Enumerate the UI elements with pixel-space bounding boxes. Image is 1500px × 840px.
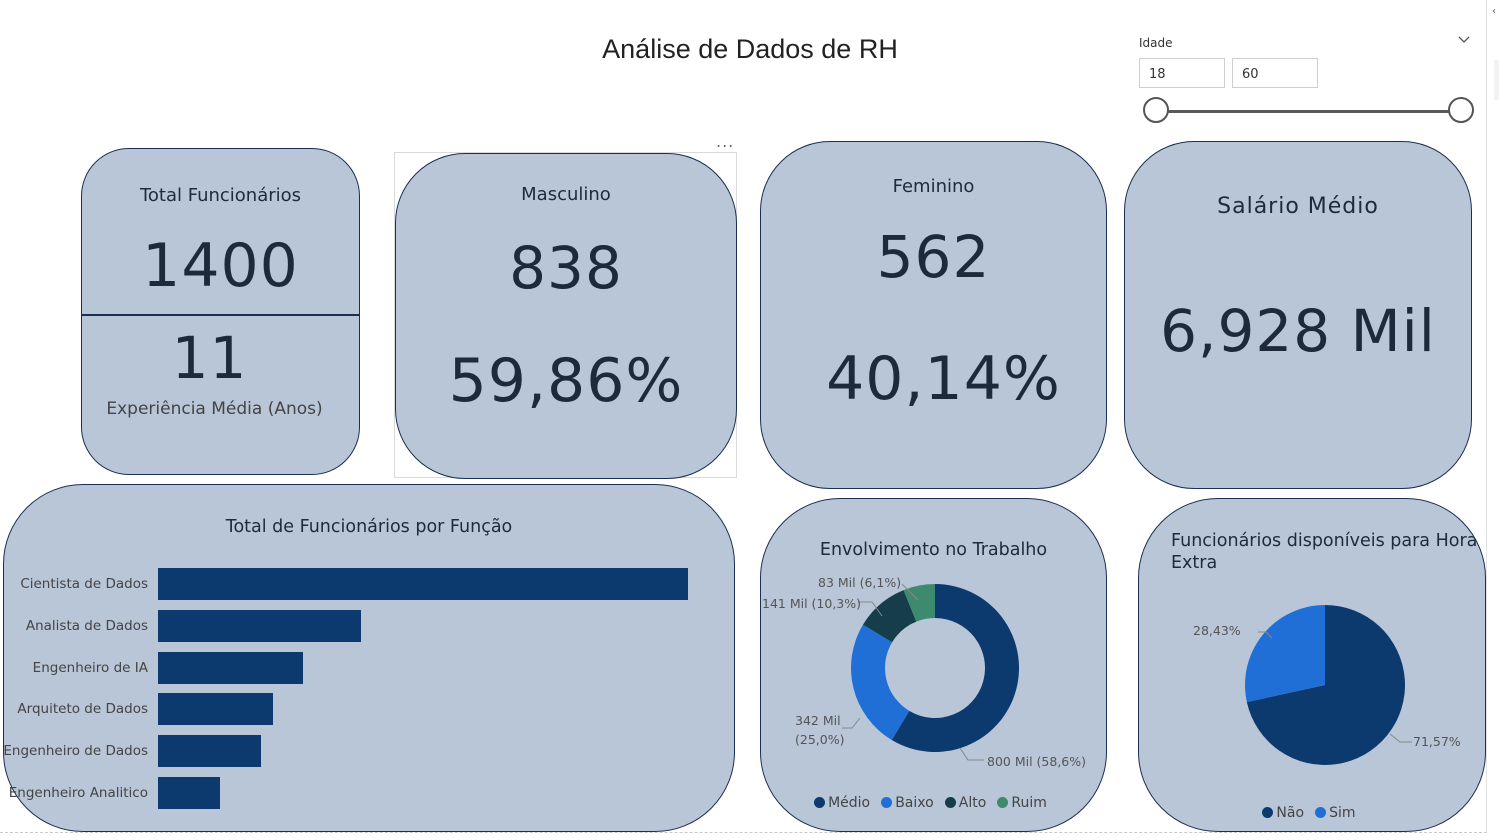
slicer-title: Idade <box>1139 36 1173 50</box>
legend-item[interactable]: Médio <box>814 795 870 811</box>
male-percent: 59,86% <box>448 346 684 416</box>
total-employees-value: 1400 <box>142 231 299 301</box>
age-max-input[interactable]: 60 <box>1232 58 1318 88</box>
bar[interactable] <box>158 777 220 809</box>
data-label: 83 Mil (6,1%) <box>818 575 902 590</box>
legend-label: Alto <box>958 794 987 811</box>
role-bar-chart-card[interactable]: Total de Funcionários por Função <box>3 484 735 832</box>
card-divider <box>82 314 359 316</box>
avg-experience-value: 11 <box>171 324 248 392</box>
legend-dot <box>944 797 956 808</box>
leader-line <box>901 583 919 601</box>
total-employees-card[interactable]: Total Funcionários 1400 11 Experiência M… <box>81 148 360 475</box>
bar[interactable] <box>158 609 361 642</box>
chart-legend: Médio Baixo Alto Ruim <box>761 793 1106 812</box>
legend-label: Baixo <box>895 794 934 811</box>
legend-dot <box>1262 807 1274 818</box>
legend-item[interactable]: Sim <box>1315 804 1356 821</box>
bar-category-label: Arquiteto de Dados <box>17 701 148 718</box>
salary-value: 6,928 Mil <box>1160 297 1436 365</box>
bar[interactable] <box>158 735 261 768</box>
legend-label: Não <box>1276 804 1305 821</box>
chart-title: Envolvimento no Trabalho <box>819 540 1048 560</box>
male-label: Masculino <box>521 184 611 205</box>
female-card[interactable]: Feminino 562 40,14% <box>760 141 1107 489</box>
bar-category-label: Cientista de Dados <box>20 576 148 592</box>
chevron-down-icon[interactable] <box>1458 34 1470 48</box>
legend-dot <box>881 797 893 808</box>
legend-dot <box>1315 807 1327 818</box>
page-title: Análise de Dados de RH <box>602 34 898 64</box>
age-slider-max-handle[interactable] <box>1448 97 1474 123</box>
salary-label: Salário Médio <box>1217 194 1379 219</box>
leader-line <box>1389 733 1412 743</box>
chart-legend: Não Sim <box>1139 803 1485 822</box>
data-label: 28,43% <box>1193 623 1241 638</box>
legend-item[interactable]: Baixo <box>881 795 934 811</box>
legend-item[interactable]: Alto <box>944 794 987 811</box>
pie-slice[interactable] <box>1246 605 1405 765</box>
avg-experience-label: Experiência Média (Anos) <box>106 399 323 419</box>
female-label: Feminino <box>892 176 975 197</box>
leader-line <box>959 747 984 761</box>
female-percent: 40,14% <box>826 344 1061 414</box>
bar[interactable] <box>158 651 303 684</box>
bar[interactable] <box>158 568 688 600</box>
bar-category-label: Engenheiro de Dados <box>3 743 148 760</box>
bar-category-label: Engenheiro Analitico <box>8 785 148 801</box>
chart-title: Total de Funcionários por Função <box>225 517 513 537</box>
age-slider-track[interactable] <box>1157 110 1461 113</box>
pie-slice[interactable] <box>891 584 1019 752</box>
more-options-icon[interactable]: ... <box>716 132 735 151</box>
data-label: 141 Mil (10,3%) <box>762 596 861 611</box>
pie-slice[interactable] <box>851 624 910 741</box>
engagement-card[interactable]: Envolvimento no Trabalho Médio Baixo Alt… <box>760 498 1107 832</box>
age-min-input[interactable]: 18 <box>1139 58 1225 88</box>
engagement-donut-chart <box>842 583 1019 761</box>
data-label: 71,57% <box>1413 734 1461 749</box>
legend-dot <box>814 797 826 808</box>
pie-slice[interactable] <box>862 590 917 643</box>
legend-label: Médio <box>828 794 871 811</box>
leader-line <box>858 601 883 617</box>
filters-pane-tab[interactable]: ‹ <box>1490 0 1500 110</box>
data-label: 342 Mil <box>795 713 841 728</box>
legend-label: Sim <box>1329 804 1356 821</box>
age-slider-min-handle[interactable] <box>1143 97 1169 123</box>
data-label: 800 Mil (58,6%) <box>987 754 1086 769</box>
overtime-pie-chart <box>1245 605 1412 765</box>
leader-line <box>1258 631 1273 639</box>
chart-title: Funcionários disponíveis para Hora Extra <box>1171 531 1478 573</box>
female-value: 562 <box>876 223 991 291</box>
legend-item[interactable]: Não <box>1262 805 1304 821</box>
data-label: (25,0%) <box>795 732 845 747</box>
leader-line <box>842 717 861 729</box>
male-card[interactable]: Masculino 838 59,86% <box>395 153 737 479</box>
legend-dot <box>997 797 1009 808</box>
svg-text:‹: ‹ <box>1492 6 1496 17</box>
bar-category-label: Analista de Dados <box>25 617 148 634</box>
legend-label: Ruim <box>1011 794 1047 811</box>
total-employees-label: Total Funcionários <box>139 185 302 206</box>
bar[interactable] <box>158 693 273 726</box>
bar-category-label: Engenheiro de IA <box>32 659 148 676</box>
male-value: 838 <box>509 234 623 302</box>
legend-item[interactable]: Ruim <box>997 795 1047 811</box>
salary-card[interactable]: Salário Médio 6,928 Mil <box>1124 141 1472 489</box>
pie-slice[interactable] <box>1245 605 1325 703</box>
